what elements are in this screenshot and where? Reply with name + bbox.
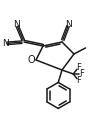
Text: F: F [76,76,81,85]
Text: N: N [2,39,8,48]
Text: N: N [13,20,20,29]
Text: F: F [76,63,81,72]
Text: O: O [27,55,35,65]
Text: F: F [79,69,84,79]
Text: N: N [65,20,72,29]
